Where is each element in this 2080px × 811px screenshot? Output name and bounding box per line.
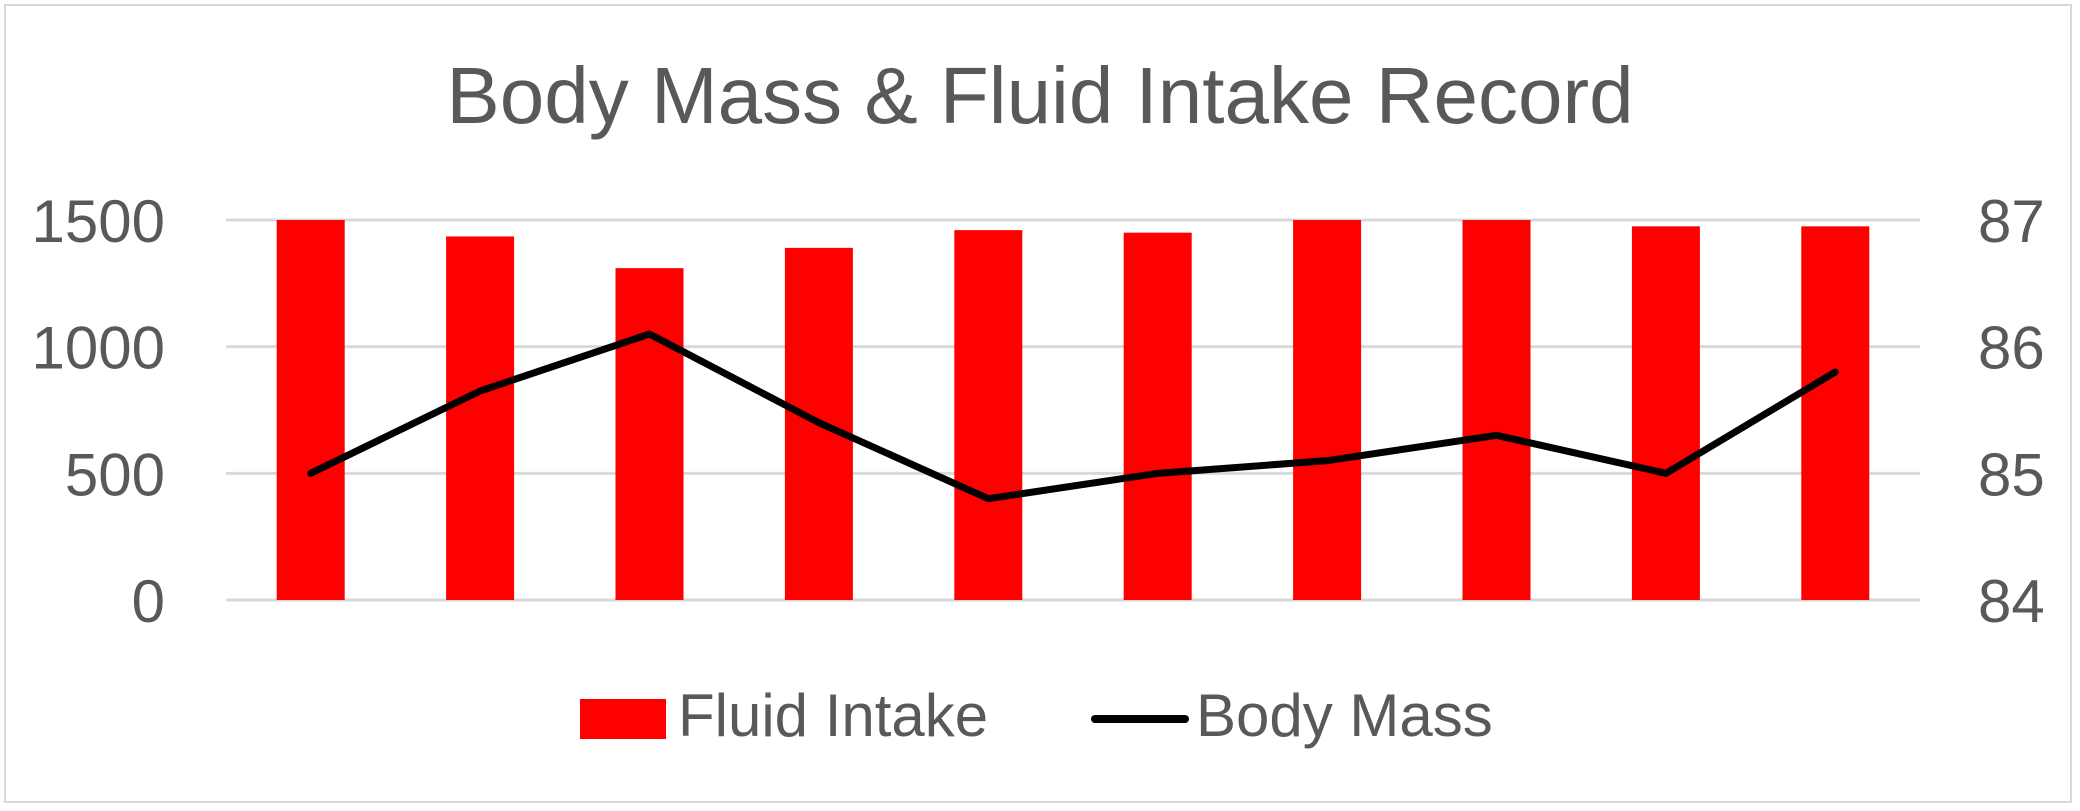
fluid-intake-bar bbox=[1293, 220, 1362, 600]
fluid-intake-bar bbox=[1462, 220, 1531, 600]
body-mass-series-line bbox=[307, 330, 1839, 503]
legend-label-fluid-intake: Fluid Intake bbox=[678, 682, 988, 749]
left-axis: 0 500 1000 1500 bbox=[32, 188, 165, 635]
chart-frame bbox=[4, 4, 2072, 803]
body-mass-point bbox=[1326, 459, 1329, 462]
fluid-intake-bar bbox=[276, 220, 345, 600]
body-mass-line bbox=[307, 330, 1839, 503]
fluid-intake-bar bbox=[615, 268, 684, 600]
fluid-intake-bar bbox=[1123, 232, 1192, 600]
body-mass-point bbox=[648, 333, 651, 335]
body-mass-point bbox=[1495, 434, 1498, 437]
left-tick-label: 500 bbox=[65, 441, 165, 508]
left-tick-label: 1500 bbox=[32, 188, 165, 255]
fluid-intake-bar bbox=[446, 236, 515, 600]
left-tick-label: 0 bbox=[132, 568, 165, 635]
fluid-intake-bar bbox=[1631, 226, 1700, 601]
right-axis: 84 85 86 87 bbox=[1978, 188, 2045, 635]
body-mass-point bbox=[479, 390, 482, 392]
body-mass-point bbox=[1834, 371, 1837, 373]
body-mass-point bbox=[817, 421, 820, 424]
fluid-intake-bars bbox=[276, 220, 1870, 601]
right-tick-label: 87 bbox=[1978, 188, 2045, 255]
chart-title: Body Mass & Fluid Intake Record bbox=[446, 51, 1633, 140]
fluid-intake-bar bbox=[1801, 226, 1870, 601]
body-mass-point bbox=[1664, 472, 1667, 475]
right-tick-label: 85 bbox=[1978, 441, 2045, 508]
left-tick-label: 1000 bbox=[32, 315, 165, 382]
legend: Fluid Intake Body Mass bbox=[580, 682, 1493, 749]
body-mass-point bbox=[309, 472, 312, 475]
fluid-intake-bar bbox=[954, 230, 1023, 600]
body-mass-point bbox=[987, 497, 990, 500]
body-mass-point bbox=[1156, 472, 1159, 475]
right-tick-label: 86 bbox=[1978, 315, 2045, 382]
legend-swatch-fluid-intake bbox=[580, 699, 666, 739]
right-tick-label: 84 bbox=[1978, 568, 2045, 635]
legend-label-body-mass: Body Mass bbox=[1196, 682, 1493, 749]
